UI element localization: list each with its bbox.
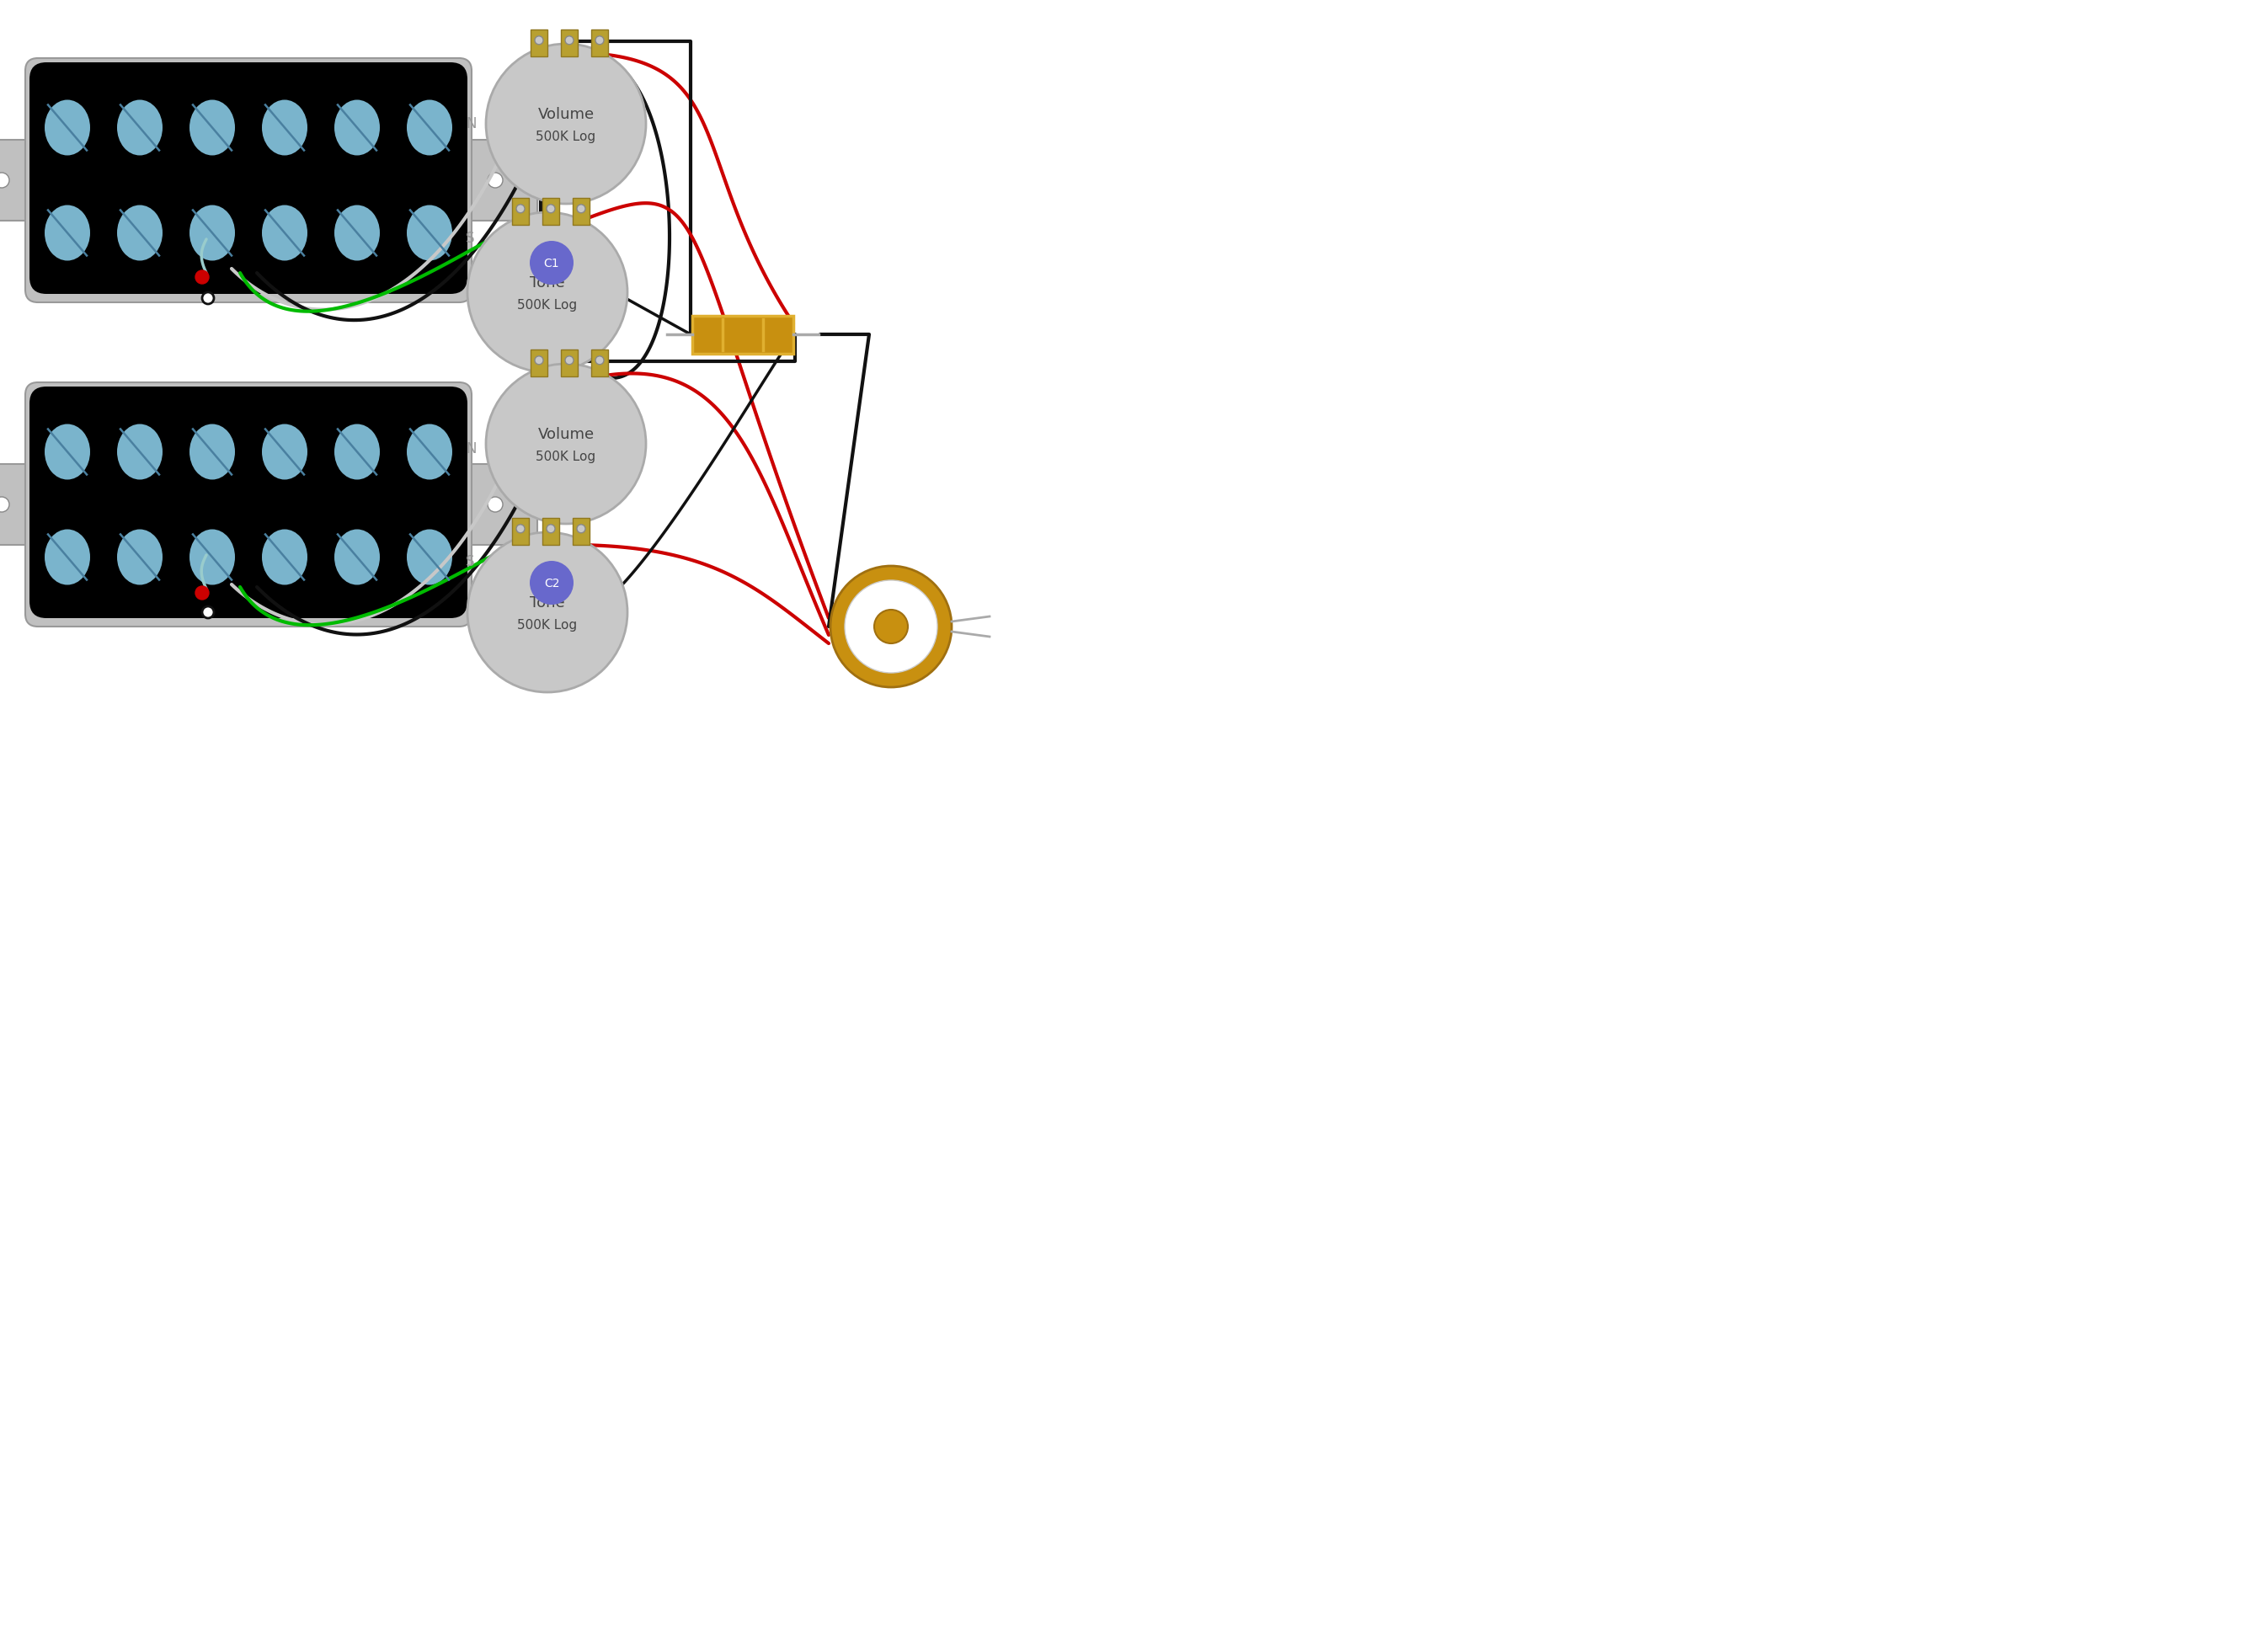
Text: 500K Log: 500K Log (517, 298, 578, 311)
Text: N: N (465, 117, 476, 132)
Ellipse shape (118, 101, 163, 156)
Circle shape (517, 205, 524, 213)
Bar (574, 519, 590, 545)
Circle shape (517, 526, 524, 534)
Ellipse shape (191, 530, 236, 586)
Ellipse shape (45, 205, 91, 262)
FancyBboxPatch shape (29, 488, 467, 618)
Circle shape (576, 526, 585, 534)
Ellipse shape (333, 530, 379, 586)
Circle shape (596, 356, 603, 364)
Text: 500K Log: 500K Log (535, 451, 596, 462)
FancyBboxPatch shape (29, 387, 467, 517)
Text: 500K Log: 500K Log (535, 130, 596, 143)
Ellipse shape (191, 425, 236, 480)
Bar (592, 31, 608, 57)
Circle shape (535, 37, 544, 46)
Circle shape (488, 174, 503, 189)
Circle shape (565, 356, 574, 364)
Circle shape (844, 581, 937, 674)
Ellipse shape (333, 425, 379, 480)
Text: Volume: Volume (538, 426, 594, 443)
FancyBboxPatch shape (0, 140, 50, 221)
Circle shape (0, 498, 9, 513)
FancyBboxPatch shape (0, 465, 50, 545)
Text: S: S (465, 555, 474, 569)
Ellipse shape (45, 425, 91, 480)
Circle shape (467, 213, 628, 373)
Ellipse shape (118, 425, 163, 480)
Text: Volume: Volume (538, 107, 594, 122)
Circle shape (531, 561, 574, 605)
Ellipse shape (45, 530, 91, 586)
Circle shape (485, 44, 646, 205)
Bar (542, 519, 560, 545)
Bar (542, 198, 560, 226)
Bar (692, 316, 794, 355)
Text: N: N (465, 441, 476, 456)
FancyBboxPatch shape (29, 164, 467, 294)
Text: S: S (465, 229, 474, 246)
Circle shape (202, 607, 213, 618)
Circle shape (565, 37, 574, 46)
Ellipse shape (191, 205, 236, 262)
Circle shape (576, 205, 585, 213)
Ellipse shape (45, 101, 91, 156)
FancyBboxPatch shape (25, 382, 472, 626)
FancyBboxPatch shape (25, 59, 472, 303)
Circle shape (195, 587, 209, 600)
Circle shape (531, 241, 574, 285)
Circle shape (485, 364, 646, 524)
Bar (560, 31, 578, 57)
Text: C2: C2 (544, 578, 560, 589)
Ellipse shape (118, 530, 163, 586)
Ellipse shape (406, 530, 451, 586)
Bar (531, 350, 547, 377)
Bar (531, 31, 547, 57)
Text: 500K Log: 500K Log (517, 618, 578, 631)
Circle shape (535, 356, 544, 364)
Bar (574, 198, 590, 226)
Ellipse shape (261, 101, 308, 156)
Ellipse shape (333, 101, 379, 156)
Circle shape (596, 37, 603, 46)
Circle shape (873, 610, 907, 644)
Text: C1: C1 (544, 257, 560, 270)
Bar (513, 519, 528, 545)
Ellipse shape (406, 425, 451, 480)
Ellipse shape (191, 101, 236, 156)
Circle shape (467, 532, 628, 693)
Bar (592, 350, 608, 377)
Bar (560, 350, 578, 377)
Ellipse shape (406, 205, 451, 262)
Ellipse shape (261, 205, 308, 262)
Circle shape (0, 174, 9, 189)
Ellipse shape (118, 205, 163, 262)
Circle shape (547, 526, 556, 534)
Circle shape (830, 566, 953, 688)
Ellipse shape (261, 425, 308, 480)
Circle shape (488, 498, 503, 513)
FancyBboxPatch shape (29, 63, 467, 194)
Text: Tone: Tone (531, 595, 565, 610)
Ellipse shape (406, 101, 451, 156)
Text: Tone: Tone (531, 275, 565, 290)
Circle shape (202, 293, 213, 304)
FancyBboxPatch shape (449, 465, 538, 545)
Circle shape (195, 272, 209, 285)
Circle shape (547, 205, 556, 213)
FancyBboxPatch shape (449, 140, 538, 221)
Bar (513, 198, 528, 226)
Ellipse shape (261, 530, 308, 586)
Ellipse shape (333, 205, 379, 262)
